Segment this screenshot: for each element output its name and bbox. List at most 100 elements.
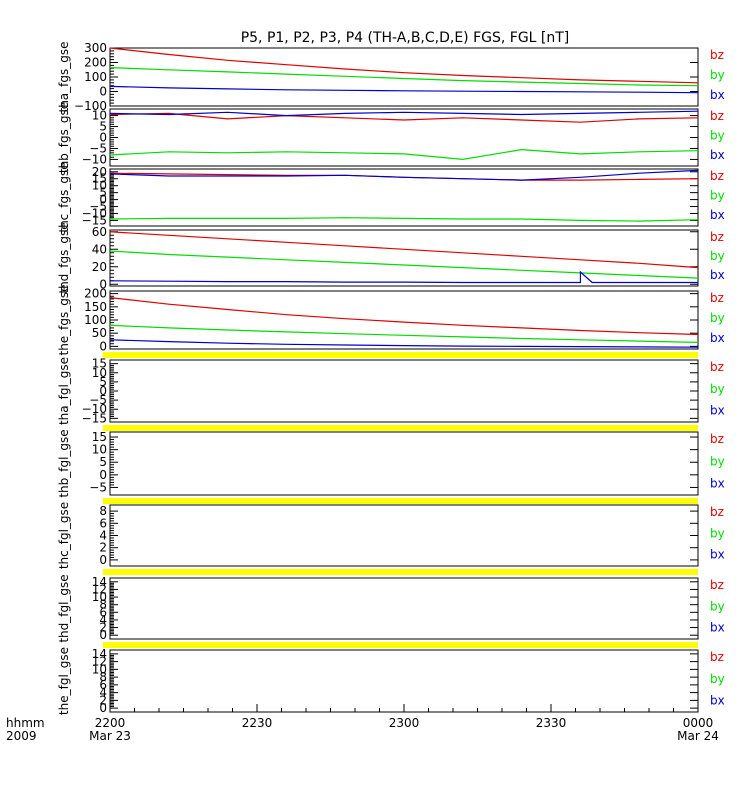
panel-ylabel: thd_fgs_gse — [57, 222, 71, 293]
y-tick-label: 10 — [92, 109, 107, 123]
series-line-bx — [109, 270, 698, 284]
legend-bx: bx — [710, 548, 725, 562]
y-tick-label: 8 — [99, 670, 107, 684]
legend-bx: bx — [710, 208, 725, 222]
y-tick-label: −10 — [82, 206, 107, 220]
y-tick-label: 5 — [99, 375, 107, 389]
y-tick-label: −5 — [89, 393, 107, 407]
panel-3: 60 40 20 0 thd_fgs_gse bz by bx — [57, 222, 725, 293]
panel-ylabel: tha_fgl_gse — [57, 357, 71, 425]
y-tick-label: 8 — [99, 504, 107, 518]
series-line-bx — [109, 339, 699, 348]
series-line-by — [109, 217, 699, 222]
legend-bz: bz — [710, 578, 724, 592]
y-tick-label: 4 — [99, 529, 107, 543]
series-line-bx — [109, 85, 699, 94]
data-flag-bar — [103, 642, 698, 648]
x-tick-label: 2330 — [536, 716, 567, 730]
legend-bx: bx — [710, 621, 725, 635]
panel-ylabel: thc_fgl_gse — [57, 502, 71, 569]
y-tick-label: 2 — [99, 693, 107, 707]
y-tick-label: −15 — [82, 411, 107, 425]
y-tick-label: 0 — [99, 384, 107, 398]
y-tick-label: 5 — [99, 455, 107, 469]
panel-frame — [109, 577, 699, 640]
y-tick-label: 0 — [99, 193, 107, 207]
legend-by: by — [710, 311, 725, 325]
y-tick-label: −5 — [89, 200, 107, 214]
legend-bx: bx — [710, 268, 725, 282]
y-tick-label: 0 — [99, 85, 107, 99]
y-tick-label: 5 — [99, 186, 107, 200]
legend-by: by — [710, 129, 725, 143]
data-flag-bar — [103, 425, 698, 431]
y-tick-label: −15 — [82, 213, 107, 227]
y-tick-label: 2 — [99, 541, 107, 555]
panel-ylabel: thd_fgl_gse — [57, 574, 71, 642]
x-tick-label: 2200 — [95, 716, 126, 730]
series-line-bz — [109, 231, 699, 269]
data-flag-bar — [103, 569, 698, 575]
y-tick-label: −100 — [74, 99, 107, 113]
y-tick-label: 150 — [84, 300, 107, 314]
x-tick-label: 2230 — [242, 716, 273, 730]
panel-ylabel: thb_fgs_gse — [57, 102, 71, 173]
legend-by: by — [710, 599, 725, 613]
series-line-bx — [109, 169, 699, 181]
legend-bz: bz — [710, 169, 724, 183]
data-flag-bar — [103, 352, 698, 358]
y-tick-label: −10 — [82, 402, 107, 416]
panel-frame — [109, 431, 699, 496]
legend-bx: bx — [710, 88, 725, 102]
legend-bz: bz — [710, 432, 724, 446]
y-tick-label: −5 — [89, 141, 107, 155]
panel-ylabel: the_fgs_gse — [57, 284, 71, 355]
legend-bx: bx — [710, 477, 725, 491]
panel-frame — [109, 229, 699, 287]
y-tick-label: 4 — [99, 613, 107, 627]
panel-frame — [109, 649, 699, 713]
series-line-bz — [109, 47, 699, 84]
y-tick-label: −10 — [82, 152, 107, 166]
y-tick-label: 200 — [84, 287, 107, 301]
legend-bz: bz — [710, 48, 724, 62]
y-tick-label: 15 — [92, 430, 107, 444]
y-tick-label: 0 — [99, 628, 107, 642]
chart-title: P5, P1, P2, P3, P4 (TH-A,B,C,D,E) FGS, F… — [241, 30, 570, 46]
panel-frame — [109, 168, 699, 227]
legend-bz: bz — [710, 360, 724, 374]
legend-bz: bz — [710, 109, 724, 123]
y-tick-label: 10 — [92, 590, 107, 604]
series-line-by — [109, 148, 699, 161]
y-tick-label: 14 — [92, 647, 107, 661]
panel-frame — [109, 504, 699, 567]
y-tick-label: 0 — [99, 131, 107, 145]
panel-frame — [109, 108, 699, 167]
panel-ylabel: thb_fgl_gse — [57, 429, 71, 497]
legend-by: by — [710, 454, 725, 468]
legend-bz: bz — [710, 230, 724, 244]
legend-by: by — [710, 189, 725, 203]
y-tick-label: 6 — [99, 678, 107, 692]
y-tick-label: 8 — [99, 598, 107, 612]
panel-frame — [109, 47, 699, 107]
series-line-bz — [109, 172, 699, 181]
y-tick-label: 14 — [92, 575, 107, 589]
y-tick-label: 0 — [99, 701, 107, 715]
y-tick-label: 50 — [92, 326, 107, 340]
x-row-label-year: 2009 — [6, 729, 37, 743]
x-tick-date: Mar 24 — [677, 729, 719, 743]
data-flag-bar — [103, 498, 698, 504]
y-tick-label: 10 — [92, 179, 107, 193]
series-line-bz — [109, 297, 699, 336]
legend-by: by — [710, 672, 725, 686]
y-tick-label: 2 — [99, 621, 107, 635]
y-tick-label: 12 — [92, 582, 107, 596]
y-tick-label: 0 — [99, 339, 107, 353]
y-tick-label: −5 — [89, 480, 107, 494]
